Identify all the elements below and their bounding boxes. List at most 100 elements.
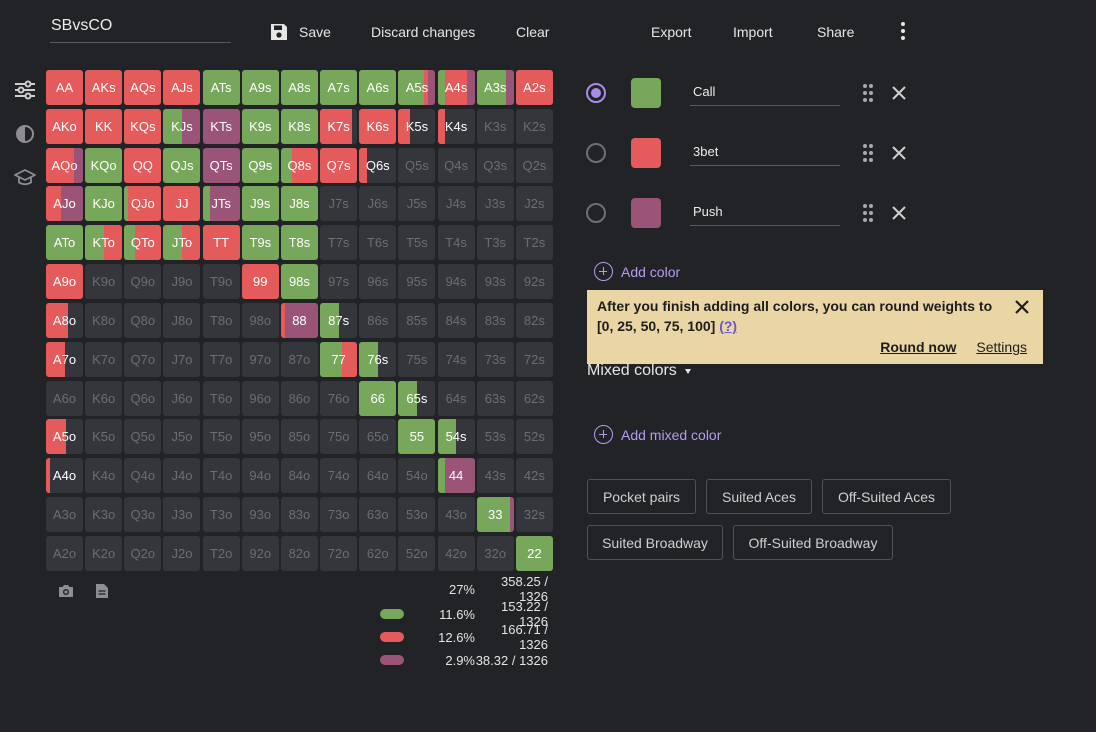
share-button[interactable]: Share — [817, 20, 854, 44]
hand-cell[interactable]: A3s — [476, 70, 514, 105]
add-color-button[interactable]: Add color — [594, 262, 680, 281]
close-icon[interactable] — [892, 86, 906, 100]
hand-cell[interactable]: 54o — [398, 458, 436, 494]
add-mixed-color-button[interactable]: Add mixed color — [594, 425, 721, 444]
hand-cell[interactable]: 97o — [241, 341, 279, 377]
hand-cell[interactable]: J3s — [476, 186, 514, 222]
hand-cell[interactable]: KQs — [124, 108, 162, 144]
hand-cell[interactable]: A7s — [320, 70, 358, 105]
color-name-input[interactable]: 3bet — [690, 136, 840, 166]
color-name-input[interactable]: Call — [690, 76, 840, 106]
hand-cell[interactable]: K4o — [85, 458, 123, 494]
color-name-input[interactable]: Push — [690, 196, 840, 226]
hand-cell[interactable]: 76s — [359, 341, 397, 377]
hand-cell[interactable]: K6o — [85, 380, 123, 416]
hand-cell[interactable]: 72s — [515, 341, 553, 377]
hand-cell[interactable]: 62s — [515, 380, 553, 416]
hand-cell[interactable]: K3s — [476, 108, 514, 144]
hand-cell[interactable]: A9s — [241, 70, 279, 105]
hand-cell[interactable]: 42o — [437, 535, 475, 571]
hand-cell[interactable]: 22 — [515, 535, 553, 571]
round-now-link[interactable]: Round now — [880, 339, 957, 355]
hand-cell[interactable]: 88 — [280, 302, 318, 338]
hand-cell[interactable]: 93o — [241, 497, 279, 533]
hand-cell[interactable]: JTs — [202, 186, 240, 222]
hand-cell[interactable]: 95s — [398, 264, 436, 300]
hand-cell[interactable]: 98o — [241, 302, 279, 338]
hand-cell[interactable]: KTs — [202, 108, 240, 144]
hand-cell[interactable]: K9o — [85, 264, 123, 300]
hand-cell[interactable]: J4o — [163, 458, 201, 494]
hand-cell[interactable]: 96s — [359, 264, 397, 300]
hand-cell[interactable]: 53s — [476, 419, 514, 455]
hand-cell[interactable]: 83s — [476, 302, 514, 338]
hand-cell[interactable]: A9o — [46, 264, 83, 300]
hand-cell[interactable]: 75o — [320, 419, 358, 455]
hand-cell[interactable]: Q7s — [320, 147, 358, 183]
hand-cell[interactable]: 93s — [476, 264, 514, 300]
hand-cell[interactable]: 76o — [320, 380, 358, 416]
hand-cell[interactable]: Q6o — [124, 380, 162, 416]
hand-cell[interactable]: 64o — [359, 458, 397, 494]
hand-cell[interactable]: K5s — [398, 108, 436, 144]
hand-cell[interactable]: 94o — [241, 458, 279, 494]
hand-cell[interactable]: AQo — [46, 147, 83, 183]
hand-cell[interactable]: JTo — [163, 225, 201, 261]
color-swatch[interactable] — [631, 138, 661, 168]
hand-cell[interactable]: A7o — [46, 341, 83, 377]
hand-cell[interactable]: 65s — [398, 380, 436, 416]
hand-cell[interactable]: 84s — [437, 302, 475, 338]
hand-cell[interactable]: A2o — [46, 535, 83, 571]
hand-cell[interactable]: 99 — [241, 264, 279, 300]
hand-cell[interactable]: Q2o — [124, 535, 162, 571]
hand-cell[interactable]: Q3s — [476, 147, 514, 183]
hand-cell[interactable]: AJs — [163, 70, 201, 105]
hand-cell[interactable]: 75s — [398, 341, 436, 377]
hand-cell[interactable]: TT — [202, 225, 240, 261]
hand-cell[interactable]: T8o — [202, 302, 240, 338]
document-icon[interactable] — [93, 582, 111, 600]
hand-cell[interactable]: KTo — [85, 225, 123, 261]
hand-cell[interactable]: 66 — [359, 380, 397, 416]
save-button[interactable]: Save — [269, 20, 331, 44]
hand-cell[interactable]: 52o — [398, 535, 436, 571]
color-select-radio[interactable] — [586, 143, 606, 163]
hand-cell[interactable]: J2s — [515, 186, 553, 222]
hand-cell[interactable]: Q2s — [515, 147, 553, 183]
hand-cell[interactable]: 92s — [515, 264, 553, 300]
hand-cell[interactable]: J9o — [163, 264, 201, 300]
range-name-input[interactable]: SBvsCO — [50, 12, 231, 43]
hand-cell[interactable]: ATs — [202, 70, 240, 105]
close-icon[interactable] — [1014, 299, 1030, 315]
hand-cell[interactable]: JJ — [163, 186, 201, 222]
hand-cell[interactable]: 54s — [437, 419, 475, 455]
hand-cell[interactable]: K6s — [359, 108, 397, 144]
hand-cell[interactable]: QJs — [163, 147, 201, 183]
hand-cell[interactable]: A6o — [46, 380, 83, 416]
hand-cell[interactable]: 86o — [280, 380, 318, 416]
hand-cell[interactable]: K2o — [85, 535, 123, 571]
hand-cell[interactable]: J8o — [163, 302, 201, 338]
hand-cell[interactable]: ATo — [46, 225, 83, 261]
export-button[interactable]: Export — [651, 20, 691, 44]
hand-cell[interactable]: Q4o — [124, 458, 162, 494]
discard-changes-button[interactable]: Discard changes — [371, 20, 475, 44]
hand-cell[interactable]: AJo — [46, 186, 83, 222]
hand-cell[interactable]: J3o — [163, 497, 201, 533]
hand-cell[interactable]: A4o — [46, 458, 83, 494]
hand-cell[interactable]: Q8o — [124, 302, 162, 338]
color-swatch[interactable] — [631, 78, 661, 108]
hand-cell[interactable]: 52s — [515, 419, 553, 455]
hand-cell[interactable]: 73o — [320, 497, 358, 533]
hand-cell[interactable]: 32o — [476, 535, 514, 571]
hand-cell[interactable]: 74o — [320, 458, 358, 494]
hand-cell[interactable]: Q4s — [437, 147, 475, 183]
hand-cell[interactable]: A8s — [280, 70, 318, 105]
hand-cell[interactable]: 95o — [241, 419, 279, 455]
hand-cell[interactable]: J5s — [398, 186, 436, 222]
hand-cell[interactable]: T6s — [359, 225, 397, 261]
hand-cell[interactable]: Q3o — [124, 497, 162, 533]
hand-cell[interactable]: 77 — [320, 341, 358, 377]
color-select-radio[interactable] — [586, 203, 606, 223]
hand-cell[interactable]: T7s — [320, 225, 358, 261]
